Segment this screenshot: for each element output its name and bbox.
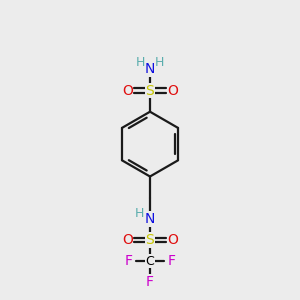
- Text: H: H: [135, 207, 144, 220]
- Text: N: N: [145, 212, 155, 226]
- Text: O: O: [122, 83, 133, 98]
- Text: S: S: [146, 233, 154, 247]
- Text: N: N: [145, 62, 155, 76]
- Text: O: O: [167, 83, 178, 98]
- Text: C: C: [146, 255, 154, 268]
- Text: O: O: [122, 233, 133, 247]
- Text: H: H: [155, 56, 164, 69]
- Text: F: F: [124, 254, 132, 268]
- Text: F: F: [146, 275, 154, 289]
- Text: O: O: [167, 233, 178, 247]
- Text: F: F: [168, 254, 176, 268]
- Text: H: H: [136, 56, 145, 69]
- Text: S: S: [146, 83, 154, 98]
